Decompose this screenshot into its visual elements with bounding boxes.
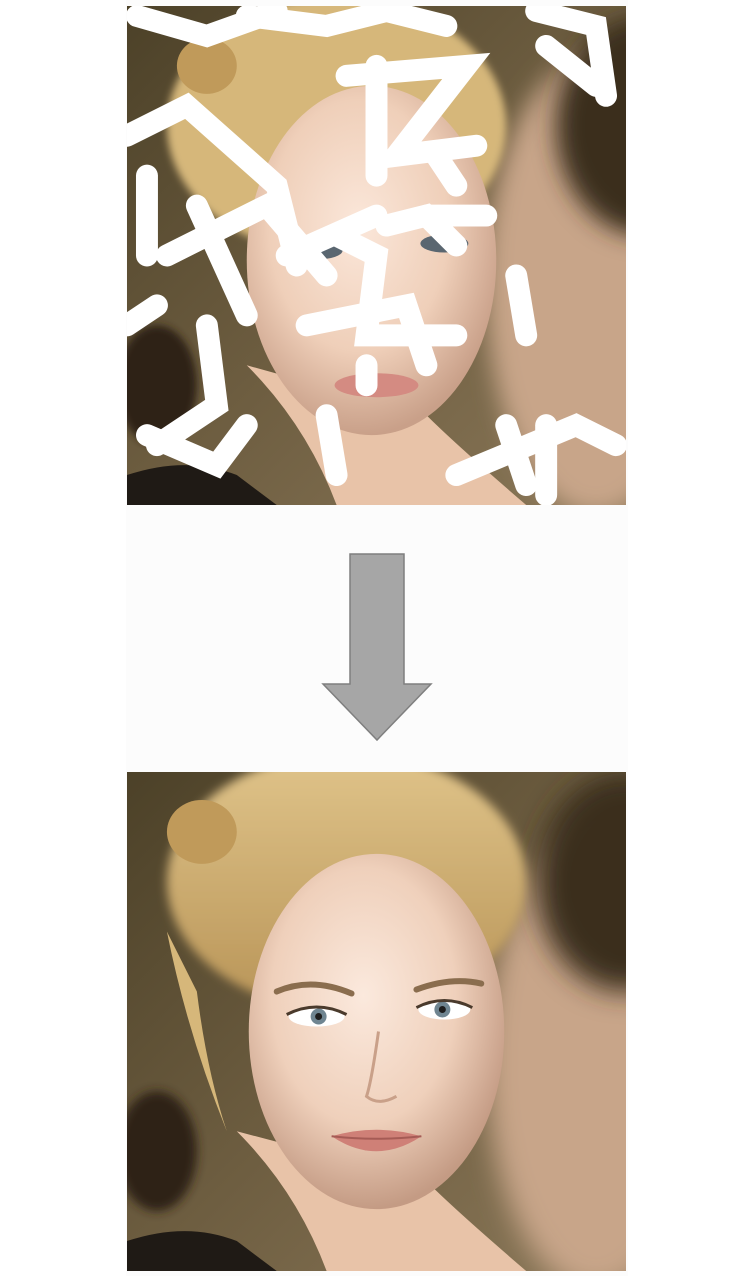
restored-face-photo-graphic bbox=[127, 772, 626, 1271]
masked-face-photo bbox=[127, 6, 626, 505]
arrow-down-icon bbox=[321, 553, 433, 742]
restored-face-photo bbox=[127, 772, 626, 1271]
masked-face-photo-graphic bbox=[127, 6, 626, 505]
